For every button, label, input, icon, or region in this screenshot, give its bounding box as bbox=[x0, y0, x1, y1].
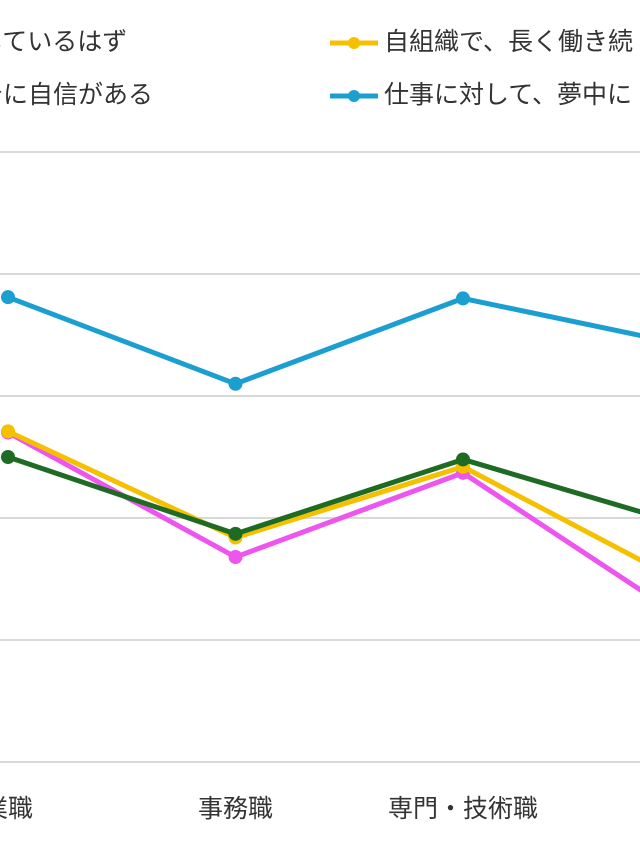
legend-label: しているはず bbox=[0, 27, 127, 56]
data-point bbox=[228, 526, 243, 541]
legend-label: 仕事に対して、夢中に bbox=[384, 80, 632, 109]
x-tick-label: 事務職 bbox=[198, 794, 273, 823]
x-tick-label: 業職 bbox=[0, 794, 33, 823]
legend-marker bbox=[348, 37, 360, 49]
series-line bbox=[7, 294, 640, 387]
series-line bbox=[6, 430, 640, 593]
series-line bbox=[6, 429, 640, 563]
legend-label: 自組織で、長く働き続 bbox=[384, 27, 633, 56]
data-point bbox=[456, 452, 470, 467]
data-point bbox=[1, 450, 15, 464]
data-point bbox=[1, 290, 15, 305]
series-line bbox=[7, 454, 640, 537]
data-point bbox=[456, 291, 470, 306]
legend-marker bbox=[348, 90, 360, 102]
data-point bbox=[228, 376, 243, 391]
data-point bbox=[228, 550, 243, 565]
data-point bbox=[1, 424, 15, 439]
x-tick-label: 専門・技術職 bbox=[388, 794, 538, 823]
legend-label: 身に自信がある bbox=[0, 80, 153, 109]
